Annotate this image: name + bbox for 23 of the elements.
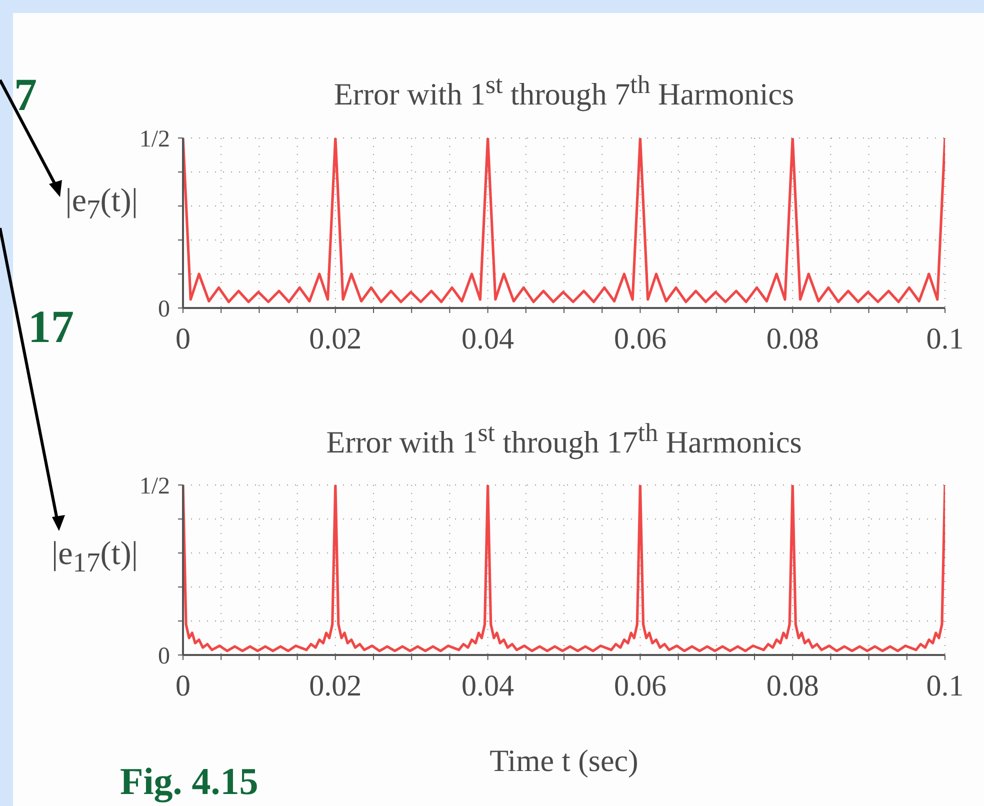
x-tick-label: 0.1 [926, 322, 964, 356]
y-axis-title: |e$_{7}$(t)| [64, 183, 138, 226]
x-tick-label: 0.06 [614, 322, 666, 356]
y-tick-label: 1/2 [139, 474, 170, 500]
x-axis-title: Time t (sec) [490, 743, 638, 778]
line-series [183, 485, 945, 652]
x-tick-label: 0.04 [462, 322, 514, 356]
y-tick-label: 0 [158, 296, 170, 323]
x-tick-label: 0.02 [309, 322, 362, 356]
x-tick-label: 0.1 [926, 669, 964, 702]
x-tick-label: 0.08 [766, 322, 819, 356]
x-tick-label: 0.02 [309, 669, 362, 702]
x-tick-label: 0.08 [766, 669, 819, 702]
y-tick-label: 0 [158, 644, 170, 670]
caption: Fig. 4.15 [120, 760, 258, 804]
text: 7 [14, 68, 37, 121]
y-tick-label: 1/2 [139, 126, 170, 153]
x-tick-label: 0.06 [614, 669, 666, 702]
x-tick-label: 0.04 [462, 669, 514, 702]
chart-title: Error with 1$^{st}$ through 7$^{th}$ Harmonics [332, 70, 796, 112]
chart-title: Error with 1$^{st}$ through 17$^{th}$ Harmonics [325, 418, 803, 460]
text: 17 [28, 300, 74, 353]
y-axis-title: |e$_{17}$(t)| [50, 536, 138, 579]
